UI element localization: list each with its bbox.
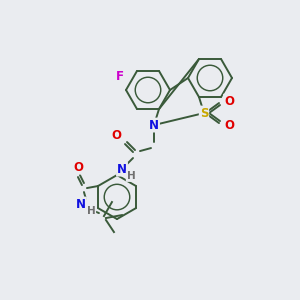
Text: H: H xyxy=(87,206,95,216)
Text: O: O xyxy=(224,94,234,108)
Text: O: O xyxy=(111,129,121,142)
Text: N: N xyxy=(76,198,86,211)
Text: O: O xyxy=(73,160,83,174)
Text: N: N xyxy=(117,163,127,176)
Text: S: S xyxy=(200,106,208,120)
Text: O: O xyxy=(224,118,234,132)
Text: N: N xyxy=(149,118,159,132)
Text: F: F xyxy=(116,70,124,83)
Text: H: H xyxy=(127,171,135,181)
